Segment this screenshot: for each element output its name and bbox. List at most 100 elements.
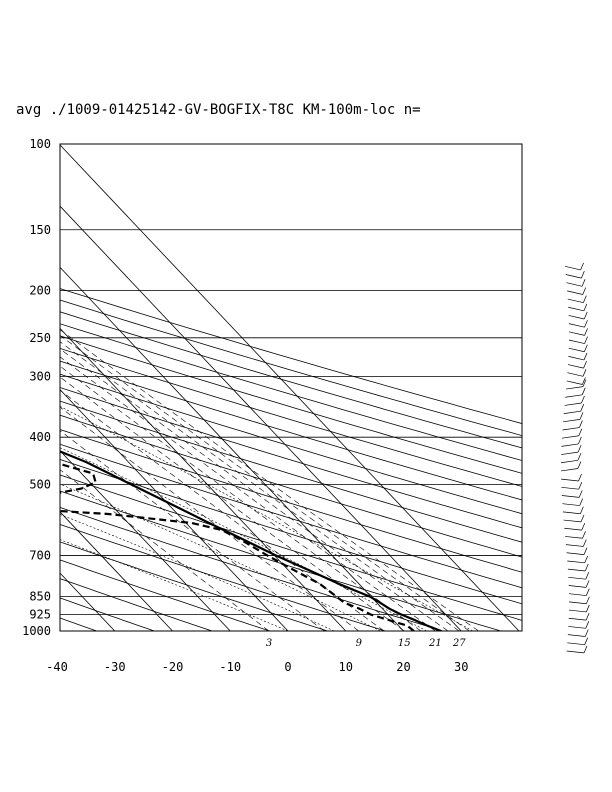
mixing-ratio-line [60, 334, 470, 631]
wind-barb [565, 387, 586, 398]
wind-barb [562, 498, 584, 506]
mixing-ratio-line [60, 356, 436, 631]
wind-barb-profile [560, 262, 590, 654]
wind-barb [560, 461, 582, 472]
dry-adiabat-line [60, 490, 501, 631]
pressure-tick-label: 150 [29, 223, 51, 237]
wind-barb [561, 473, 582, 482]
pressure-tick-label: 300 [29, 369, 51, 383]
wind-barb [561, 482, 583, 490]
diagram-grid [60, 144, 522, 631]
pressure-tick-label: 250 [29, 331, 51, 345]
wind-barb [568, 604, 590, 613]
wind-barb [563, 412, 584, 423]
moist-adiabat-line [60, 405, 473, 631]
isotherm-line [60, 572, 116, 631]
pressure-axis-labels: 100 150 200 250 300 400 500 700 850 925 1000 [22, 137, 51, 638]
mixing-ratio-labels: 3 9 15 21 27 [266, 638, 466, 649]
mixing-ratio-label: 9 [356, 638, 363, 649]
isobar-lines [60, 143, 522, 632]
isotherm-line [60, 205, 462, 631]
dry-adiabat-line [60, 523, 386, 631]
wind-barb [568, 572, 590, 580]
temperature-profile-line [60, 450, 442, 631]
pressure-tick-label: 100 [29, 137, 51, 151]
dry-adiabat-line [60, 335, 522, 474]
mixing-ratio-line [60, 430, 325, 631]
wind-barb [567, 295, 587, 303]
dry-adiabat-line [60, 347, 522, 487]
moist-adiabat-line [60, 447, 427, 631]
mixing-ratio-line [60, 389, 385, 631]
pressure-tick-label: 925 [29, 608, 51, 622]
pressure-tick-label: 1000 [22, 624, 51, 638]
wind-barb [566, 279, 586, 287]
wind-barb [562, 506, 584, 515]
wind-barb [568, 621, 590, 629]
wind-barb [568, 352, 588, 361]
temperature-tick-label: -10 [219, 660, 241, 674]
wind-barb [567, 637, 589, 646]
dry-adiabat-line [60, 414, 522, 558]
moist-adiabat-line [60, 514, 335, 631]
mixing-ratio-label: 27 [452, 638, 466, 649]
pressure-tick-label: 400 [29, 430, 51, 444]
wind-barb [560, 453, 582, 464]
temperature-tick-label: 10 [339, 660, 353, 674]
temperature-tick-label: -40 [46, 660, 68, 674]
wind-barb [561, 444, 582, 455]
wind-barb [567, 629, 589, 637]
dry-adiabat-line [60, 299, 522, 437]
temperature-tick-label: 20 [396, 660, 410, 674]
wind-barb [568, 588, 590, 596]
wind-barb [568, 596, 590, 605]
dry-adiabat-line [60, 360, 522, 501]
wind-barb [566, 377, 586, 385]
mixing-ratio-line [60, 341, 460, 631]
dry-adiabat-line [60, 507, 444, 631]
chart-title: avg ./1009-01425142-GV-BOGFIX-T8C KM-100… [16, 102, 421, 118]
pressure-tick-label: 500 [29, 477, 51, 491]
wind-barb [563, 514, 585, 523]
isotherm-line [60, 144, 520, 631]
wind-barb [568, 311, 588, 320]
wind-barb [568, 344, 588, 353]
dry-adiabat-line [60, 288, 522, 424]
moist-adiabat-line [60, 483, 381, 631]
wind-barb [567, 287, 587, 295]
temperature-tick-label: 0 [284, 660, 291, 674]
mixing-ratio-label: 21 [428, 638, 442, 649]
temperature-tick-label: -30 [104, 660, 126, 674]
wind-barb [565, 539, 587, 547]
pressure-tick-label: 200 [29, 284, 51, 298]
mixing-ratio-line [60, 406, 359, 631]
wind-barb [561, 428, 583, 439]
isotherm-line [60, 266, 404, 631]
wind-barb [564, 395, 585, 406]
temperature-tick-label: 30 [454, 660, 468, 674]
pressure-tick-label: 700 [29, 549, 51, 563]
wind-barb [567, 360, 587, 369]
dry-adiabat-line [60, 387, 522, 529]
isotherm-line [60, 327, 347, 631]
wind-barb [568, 580, 590, 588]
dry-adiabat-line [60, 400, 522, 543]
plot-frame [59, 143, 523, 632]
mixing-ratio-line [60, 376, 405, 631]
dry-adiabat-line [60, 323, 522, 461]
wind-barb [564, 262, 584, 271]
wind-barb [561, 436, 582, 447]
wind-barb [568, 612, 590, 621]
wind-barb [563, 404, 585, 414]
wind-barb [564, 522, 586, 531]
wind-barb [568, 328, 588, 336]
pressure-tick-label: 850 [29, 590, 51, 604]
dewpoint-profile-line [60, 462, 415, 631]
wind-barb [561, 490, 583, 498]
wind-barb [565, 531, 586, 539]
dry-adiabat-line [60, 597, 155, 631]
wind-barb [567, 369, 587, 377]
isotherm-line [60, 511, 173, 631]
wind-barb [568, 303, 588, 312]
